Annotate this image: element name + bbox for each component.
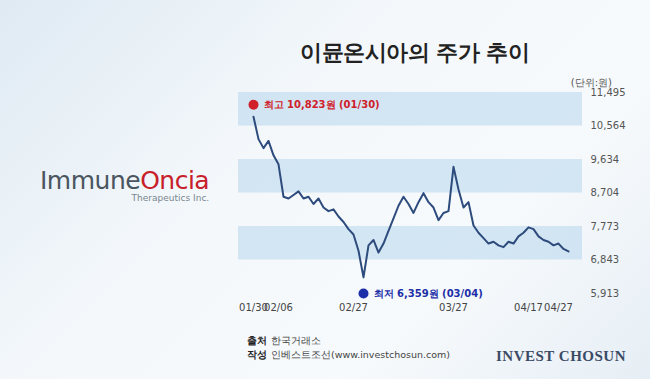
html-text:(단위:원): (단위:원): [570, 77, 612, 88]
svg-text:03/27: 03/27: [439, 302, 468, 313]
html-text:Immune Oncia: Immune Oncia: [40, 166, 210, 195]
svg-text:02/06: 02/06: [264, 302, 293, 313]
svg-text:10,564: 10,564: [591, 120, 626, 131]
svg-text:7,773: 7,773: [591, 221, 620, 232]
html-text:이뮨온시아의 주가 추이: 이뮨온시아의 주가 추이: [300, 40, 530, 65]
svg-text:최저 6,359원 (03/04): 최저 6,359원 (03/04): [374, 288, 483, 299]
html-text:Therapeutics Inc.: Therapeutics Inc.: [131, 193, 210, 203]
svg-text:8,704: 8,704: [591, 187, 620, 198]
svg-text:04/27: 04/27: [544, 302, 573, 313]
svg-text:01/30: 01/30: [239, 301, 268, 313]
svg-text:5,913: 5,913: [591, 288, 620, 299]
html-text:출처: 출처: [247, 335, 267, 346]
svg-text:6,843: 6,843: [591, 254, 620, 265]
svg-text:9,634: 9,634: [591, 154, 620, 165]
html-text:작성: 작성: [247, 349, 267, 360]
html-text:INVEST CHOSUN: INVEST CHOSUN: [496, 348, 626, 364]
html-text:인베스트조선(www.investchosun.com): 인베스트조선(www.investchosun.com): [271, 349, 450, 360]
svg-text:최고 10,823원 (01/30): 최고 10,823원 (01/30): [264, 99, 380, 110]
html-text:한국거래소: 한국거래소: [271, 335, 321, 346]
svg-text:02/27: 02/27: [339, 302, 368, 313]
svg-text:11,495: 11,495: [591, 87, 626, 98]
svg-text:04/17: 04/17: [514, 302, 543, 313]
